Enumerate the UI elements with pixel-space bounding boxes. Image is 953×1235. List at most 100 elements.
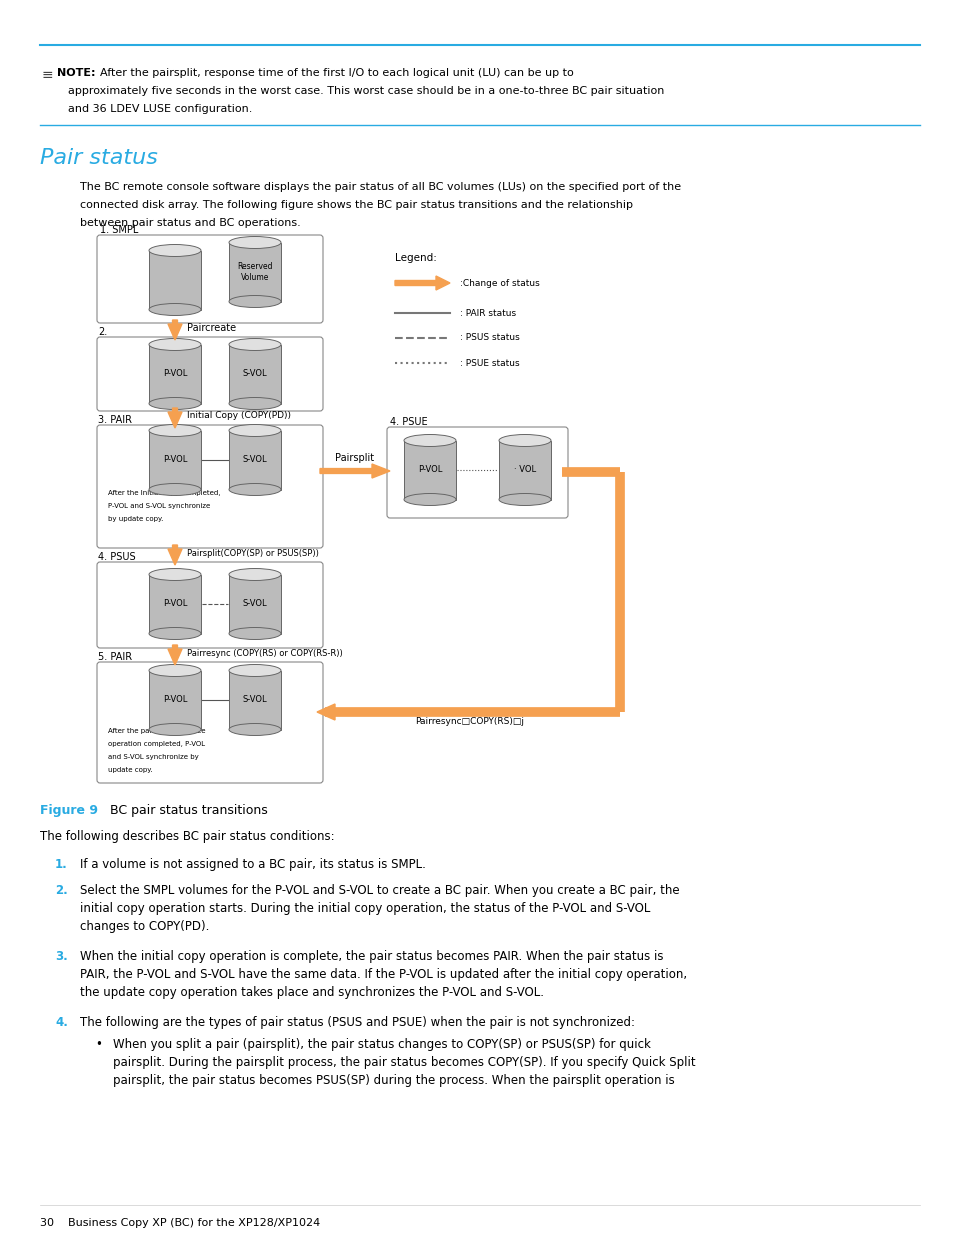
Ellipse shape	[149, 724, 201, 736]
Text: 3.: 3.	[55, 950, 68, 963]
Text: by update copy.: by update copy.	[108, 516, 163, 522]
Text: Select the SMPL volumes for the P-VOL and S-VOL to create a BC pair. When you cr: Select the SMPL volumes for the P-VOL an…	[80, 884, 679, 897]
FancyArrow shape	[168, 645, 182, 664]
Ellipse shape	[229, 627, 281, 640]
FancyArrow shape	[168, 545, 182, 564]
Text: BC pair status transitions: BC pair status transitions	[110, 804, 268, 818]
Text: The BC remote console software displays the pair status of all BC volumes (LUs) : The BC remote console software displays …	[80, 182, 680, 191]
Ellipse shape	[229, 425, 281, 436]
Text: Legend:: Legend:	[395, 253, 436, 263]
Bar	[229, 574, 281, 634]
Ellipse shape	[149, 304, 201, 315]
Ellipse shape	[229, 236, 281, 248]
Text: P-VOL: P-VOL	[163, 599, 187, 609]
Text: pairsplit. During the pairsplit process, the pair status becomes COPY(SP). If yo: pairsplit. During the pairsplit process,…	[112, 1056, 695, 1070]
Text: After the pairsplit, response time of the first I/O to each logical unit (LU) ca: After the pairsplit, response time of th…	[100, 68, 573, 78]
Text: pairsplit, the pair status becomes PSUS(SP) during the process. When the pairspl: pairsplit, the pair status becomes PSUS(…	[112, 1074, 674, 1087]
Bar	[149, 574, 201, 634]
Ellipse shape	[229, 724, 281, 736]
Ellipse shape	[149, 664, 201, 677]
Ellipse shape	[229, 664, 281, 677]
Text: initial copy operation starts. During the initial copy operation, the status of : initial copy operation starts. During th…	[80, 902, 650, 915]
Text: After the Initial copy completed,: After the Initial copy completed,	[108, 490, 220, 496]
FancyBboxPatch shape	[97, 425, 323, 548]
Text: Pairresync (COPY(RS) or COPY(RS-R)): Pairresync (COPY(RS) or COPY(RS-R))	[187, 648, 342, 657]
Text: 2.: 2.	[98, 327, 107, 337]
Text: •: •	[95, 1037, 102, 1051]
Bar	[229, 671, 281, 730]
Text: the update copy operation takes place and synchronizes the P-VOL and S-VOL.: the update copy operation takes place an…	[80, 986, 543, 999]
Ellipse shape	[149, 627, 201, 640]
Text: Pairresync□COPY(RS)□j: Pairresync□COPY(RS)□j	[416, 718, 524, 726]
Ellipse shape	[149, 483, 201, 495]
Text: Initial Copy (COPY(PD)): Initial Copy (COPY(PD))	[187, 411, 291, 420]
Text: Reserved
Volume: Reserved Volume	[237, 262, 273, 282]
Text: Figure 9: Figure 9	[40, 804, 98, 818]
Text: 3. PAIR: 3. PAIR	[98, 415, 132, 425]
FancyBboxPatch shape	[97, 337, 323, 411]
Ellipse shape	[229, 295, 281, 308]
Text: Pair status: Pair status	[40, 148, 157, 168]
Ellipse shape	[403, 435, 456, 447]
Ellipse shape	[498, 435, 551, 447]
Text: ≡: ≡	[42, 68, 53, 82]
FancyArrow shape	[168, 320, 182, 340]
Text: 30    Business Copy XP (BC) for the XP128/XP1024: 30 Business Copy XP (BC) for the XP128/X…	[40, 1218, 320, 1228]
Text: S-VOL: S-VOL	[242, 369, 267, 378]
Ellipse shape	[229, 568, 281, 580]
FancyArrow shape	[168, 408, 182, 429]
Text: : PSUE status: : PSUE status	[459, 358, 519, 368]
Text: P-VOL: P-VOL	[163, 369, 187, 378]
Text: Pairsplit(COPY(SP) or PSUS(SP)): Pairsplit(COPY(SP) or PSUS(SP))	[187, 548, 318, 557]
Bar	[229, 242, 281, 301]
Text: 1. SMPL: 1. SMPL	[100, 225, 138, 235]
FancyArrow shape	[316, 704, 335, 720]
Text: and S-VOL synchronize by: and S-VOL synchronize by	[108, 755, 198, 760]
Ellipse shape	[149, 245, 201, 257]
FancyBboxPatch shape	[387, 427, 567, 517]
Ellipse shape	[149, 398, 201, 410]
Bar	[149, 431, 201, 489]
FancyBboxPatch shape	[97, 662, 323, 783]
Text: The following are the types of pair status (PSUS and PSUE) when the pair is not : The following are the types of pair stat…	[80, 1016, 635, 1029]
Text: After the pair resynchronize: After the pair resynchronize	[108, 727, 205, 734]
FancyBboxPatch shape	[97, 235, 323, 324]
Text: When you split a pair (pairsplit), the pair status changes to COPY(SP) or PSUS(S: When you split a pair (pairsplit), the p…	[112, 1037, 650, 1051]
Text: When the initial copy operation is complete, the pair status becomes PAIR. When : When the initial copy operation is compl…	[80, 950, 662, 963]
Ellipse shape	[149, 425, 201, 436]
Text: S-VOL: S-VOL	[242, 599, 267, 609]
Text: operation completed, P-VOL: operation completed, P-VOL	[108, 741, 205, 747]
Bar	[149, 671, 201, 730]
Text: connected disk array. The following figure shows the BC pair status transitions : connected disk array. The following figu…	[80, 200, 633, 210]
Bar	[498, 441, 551, 499]
Text: P-VOL: P-VOL	[417, 466, 442, 474]
Text: P-VOL: P-VOL	[163, 695, 187, 704]
Text: The following describes BC pair status conditions:: The following describes BC pair status c…	[40, 830, 335, 844]
Bar	[149, 251, 201, 310]
Text: · VOL: · VOL	[514, 466, 536, 474]
Text: approximately five seconds in the worst case. This worst case should be in a one: approximately five seconds in the worst …	[68, 86, 663, 96]
FancyBboxPatch shape	[97, 562, 323, 648]
Text: 4.: 4.	[55, 1016, 68, 1029]
Ellipse shape	[149, 568, 201, 580]
Text: 2.: 2.	[55, 884, 68, 897]
Ellipse shape	[229, 483, 281, 495]
Ellipse shape	[498, 494, 551, 505]
Ellipse shape	[403, 494, 456, 505]
Text: S-VOL: S-VOL	[242, 695, 267, 704]
FancyArrow shape	[395, 275, 450, 290]
Text: and 36 LDEV LUSE configuration.: and 36 LDEV LUSE configuration.	[68, 104, 253, 114]
Text: : PAIR status: : PAIR status	[459, 309, 516, 317]
Text: update copy.: update copy.	[108, 767, 152, 773]
Bar	[229, 345, 281, 404]
Bar	[229, 431, 281, 489]
Text: NOTE:: NOTE:	[57, 68, 95, 78]
Bar	[403, 441, 456, 499]
Text: P-VOL: P-VOL	[163, 456, 187, 464]
Bar	[149, 345, 201, 404]
Text: 1.: 1.	[55, 858, 68, 871]
Ellipse shape	[229, 338, 281, 351]
Text: If a volume is not assigned to a BC pair, its status is SMPL.: If a volume is not assigned to a BC pair…	[80, 858, 425, 871]
Ellipse shape	[149, 338, 201, 351]
Text: P-VOL and S-VOL synchronize: P-VOL and S-VOL synchronize	[108, 503, 210, 509]
